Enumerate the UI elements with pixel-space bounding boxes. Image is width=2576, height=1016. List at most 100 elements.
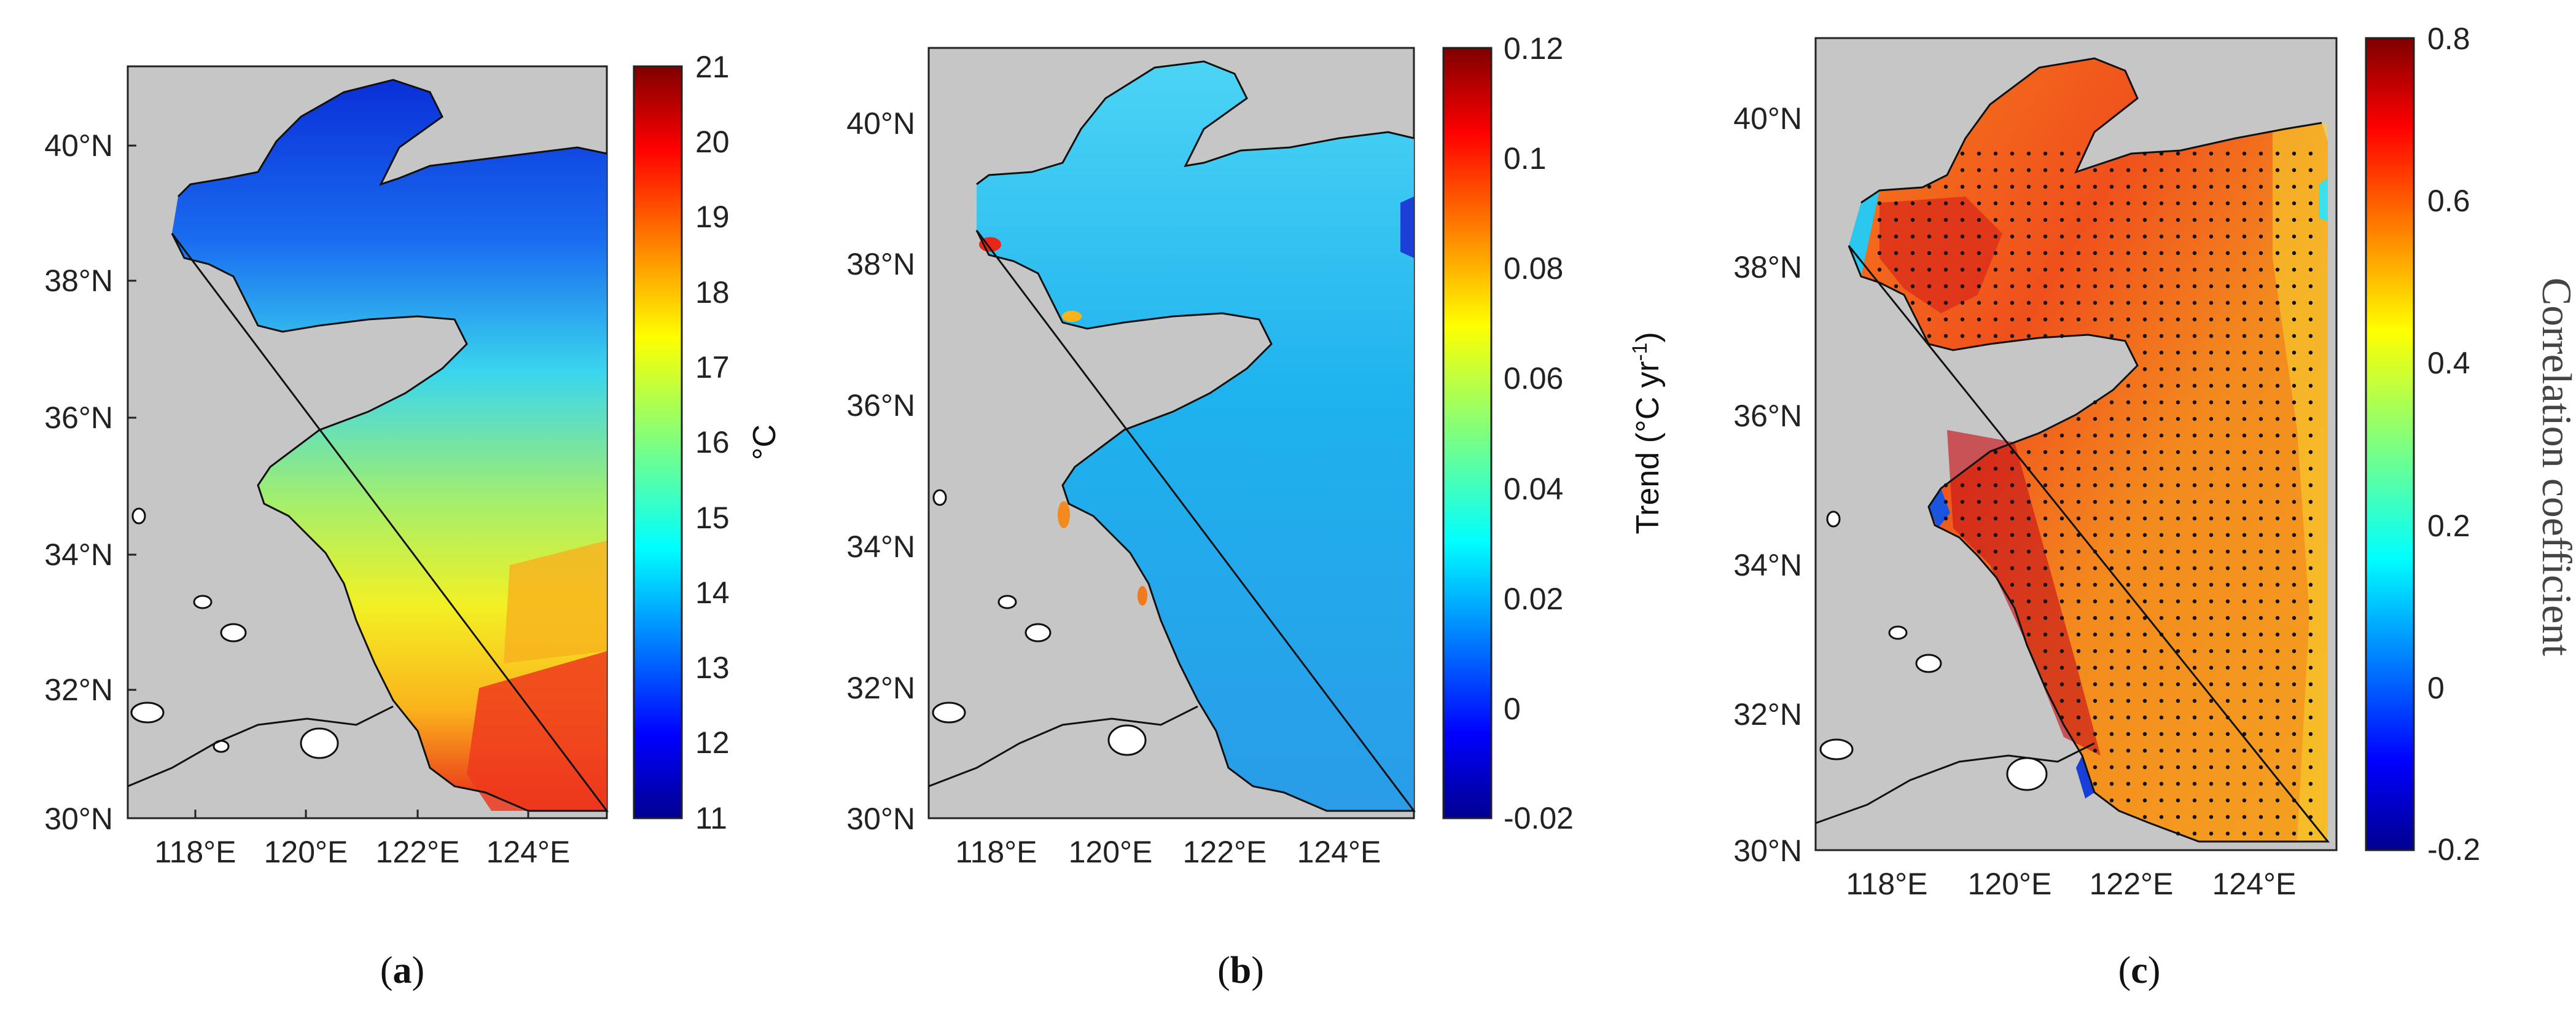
significance-dot [2258, 815, 2263, 819]
lat-label: 40°N [846, 106, 915, 141]
significance-dot [2126, 450, 2131, 455]
significance-dot [1993, 168, 1998, 173]
significance-dot [1943, 234, 1948, 239]
significance-dot [2059, 334, 2064, 338]
significance-dot [2258, 433, 2263, 438]
significance-dot [2142, 533, 2147, 537]
significance-dot [2159, 416, 2164, 421]
significance-dot [2010, 582, 2015, 587]
significance-dot [2258, 632, 2263, 637]
significance-dot [2142, 566, 2147, 571]
significance-dot [2308, 798, 2313, 803]
colorbar-ramp [1442, 47, 1493, 819]
significance-dot [2275, 416, 2280, 421]
significance-dot [2258, 168, 2263, 173]
significance-dot [2209, 533, 2214, 537]
significance-dot [2275, 483, 2280, 488]
significance-dot [2242, 748, 2247, 753]
colorbar-ticks: 21 20 19 18 17 16 15 14 13 12 11 [695, 50, 730, 835]
significance-dot [2109, 516, 2114, 521]
significance-dot [2192, 549, 2197, 554]
significance-dot [2010, 334, 2015, 338]
significance-dot [1943, 516, 1948, 521]
significance-dot [2026, 334, 2031, 338]
colorbar-ramp [633, 65, 683, 819]
significance-dot [1993, 450, 1998, 455]
significance-dot [1977, 217, 1981, 222]
significance-dot [2192, 615, 2197, 620]
significance-dot [2093, 781, 2098, 786]
significance-dot [2308, 815, 2313, 819]
colorbar-tick: 15 [695, 501, 730, 535]
colorbar-ticks: 0.12 0.1 0.08 0.06 0.04 0.02 0 -0.02 [1504, 31, 1574, 835]
significance-dot [2258, 732, 2263, 737]
significance-dot [2093, 566, 2098, 571]
significance-dot [2142, 251, 2147, 256]
significance-dot [2292, 649, 2297, 654]
significance-dot [2292, 251, 2297, 256]
significance-dot [2076, 251, 2081, 256]
significance-dot [2209, 466, 2214, 471]
significance-dot [2142, 416, 2147, 421]
significance-dot [2093, 715, 2098, 720]
significance-dot [2076, 582, 2081, 587]
significance-dot [2142, 284, 2147, 289]
significance-dot [2292, 615, 2297, 620]
significance-dot [2093, 433, 2098, 438]
trend-hotspot [1138, 586, 1147, 606]
significance-dot [2192, 765, 2197, 770]
significance-dot [2059, 151, 2064, 156]
significance-dot [2308, 201, 2313, 206]
significance-dot [2109, 168, 2114, 173]
significance-dot [2109, 483, 2114, 488]
significance-dot [2258, 499, 2263, 504]
significance-dot [2093, 450, 2098, 455]
significance-dot [2225, 450, 2230, 455]
colorbar-title: Correlation coefficient [2534, 278, 2576, 656]
significance-dot [2076, 317, 2081, 322]
significance-dot [1927, 234, 1932, 239]
significance-dot [2242, 516, 2247, 521]
significance-dot [2159, 483, 2164, 488]
significance-dot [2258, 300, 2263, 305]
significance-dot [2258, 748, 2263, 753]
significance-dot [2225, 649, 2230, 654]
lon-label: 124°E [486, 835, 571, 869]
significance-dot [2275, 748, 2280, 753]
significance-dot [2142, 168, 2147, 173]
significance-dot [1993, 317, 1998, 322]
significance-dot [2209, 483, 2214, 488]
significance-dot [2142, 483, 2147, 488]
significance-dot [2010, 234, 2015, 239]
significance-dot [2242, 267, 2247, 272]
significance-dot [2292, 815, 2297, 819]
significance-dot [2176, 549, 2180, 554]
caption-letter: c [2131, 950, 2148, 991]
significance-dot [2275, 516, 2280, 521]
significance-dot [2242, 367, 2247, 372]
significance-dot [2142, 516, 2147, 521]
significance-dot [1960, 499, 1965, 504]
colorbar-tick: 21 [695, 50, 730, 84]
significance-dot [2026, 582, 2031, 587]
significance-dot [2192, 732, 2197, 737]
significance-dot [2043, 682, 2048, 687]
significance-dot [2258, 217, 2263, 222]
significance-dot [1993, 300, 1998, 305]
colorbar-tick: 0.1 [1504, 141, 1547, 176]
significance-dot [2308, 732, 2313, 737]
sea-warm-patch [467, 651, 607, 811]
significance-dot [2209, 168, 2214, 173]
significance-dot [2076, 151, 2081, 156]
significance-dot [2209, 400, 2214, 405]
significance-dot [1977, 334, 1981, 338]
lon-label: 120°E [1968, 867, 2052, 901]
significance-dot [2209, 582, 2214, 587]
significance-dot [2126, 599, 2131, 604]
significance-dot [2225, 251, 2230, 256]
significance-dot [2258, 367, 2263, 372]
significance-dot [2275, 350, 2280, 355]
significance-dot [2043, 549, 2048, 554]
significance-dot [2209, 698, 2214, 703]
significance-dot [2059, 698, 2064, 703]
